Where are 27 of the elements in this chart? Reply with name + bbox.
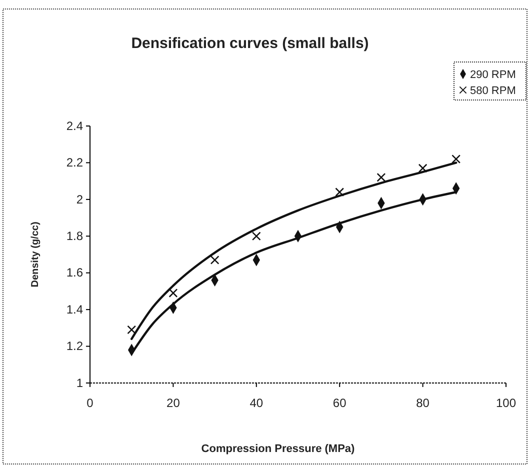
y-axis-title: Density (g/cc) [30, 222, 41, 288]
point [376, 172, 386, 182]
legend-label: 580 RPM [470, 85, 516, 97]
x-tick-label: 80 [416, 396, 430, 410]
point [210, 256, 220, 264]
x-axis-title: Compression Pressure (MPa) [201, 443, 356, 455]
y-tick-label: 1 [76, 376, 84, 390]
x-tick-label: 20 [166, 396, 180, 410]
point [252, 232, 261, 241]
y-tick-label: 2.4 [66, 118, 84, 133]
x-tick-label: 60 [332, 396, 347, 410]
y-tick-label: 2 [76, 192, 84, 206]
point [418, 164, 428, 173]
x-tick-label: 40 [250, 396, 264, 410]
y-tick-label: 1.8 [66, 228, 84, 243]
point [127, 325, 136, 334]
x-tick-label: 100 [496, 396, 516, 410]
point [452, 154, 461, 164]
point [335, 188, 344, 197]
y-tick-label: 1.6 [66, 266, 84, 280]
y-tick-label: 1.4 [66, 302, 84, 316]
y-tick-label: 2.2 [66, 156, 84, 170]
legend-label: 290 RPM [470, 69, 516, 81]
x-tick-label: 0 [86, 396, 94, 410]
point [168, 288, 178, 298]
chart-title: Densification curves (small balls) [131, 35, 369, 52]
y-tick-label: 1.2 [66, 339, 84, 354]
